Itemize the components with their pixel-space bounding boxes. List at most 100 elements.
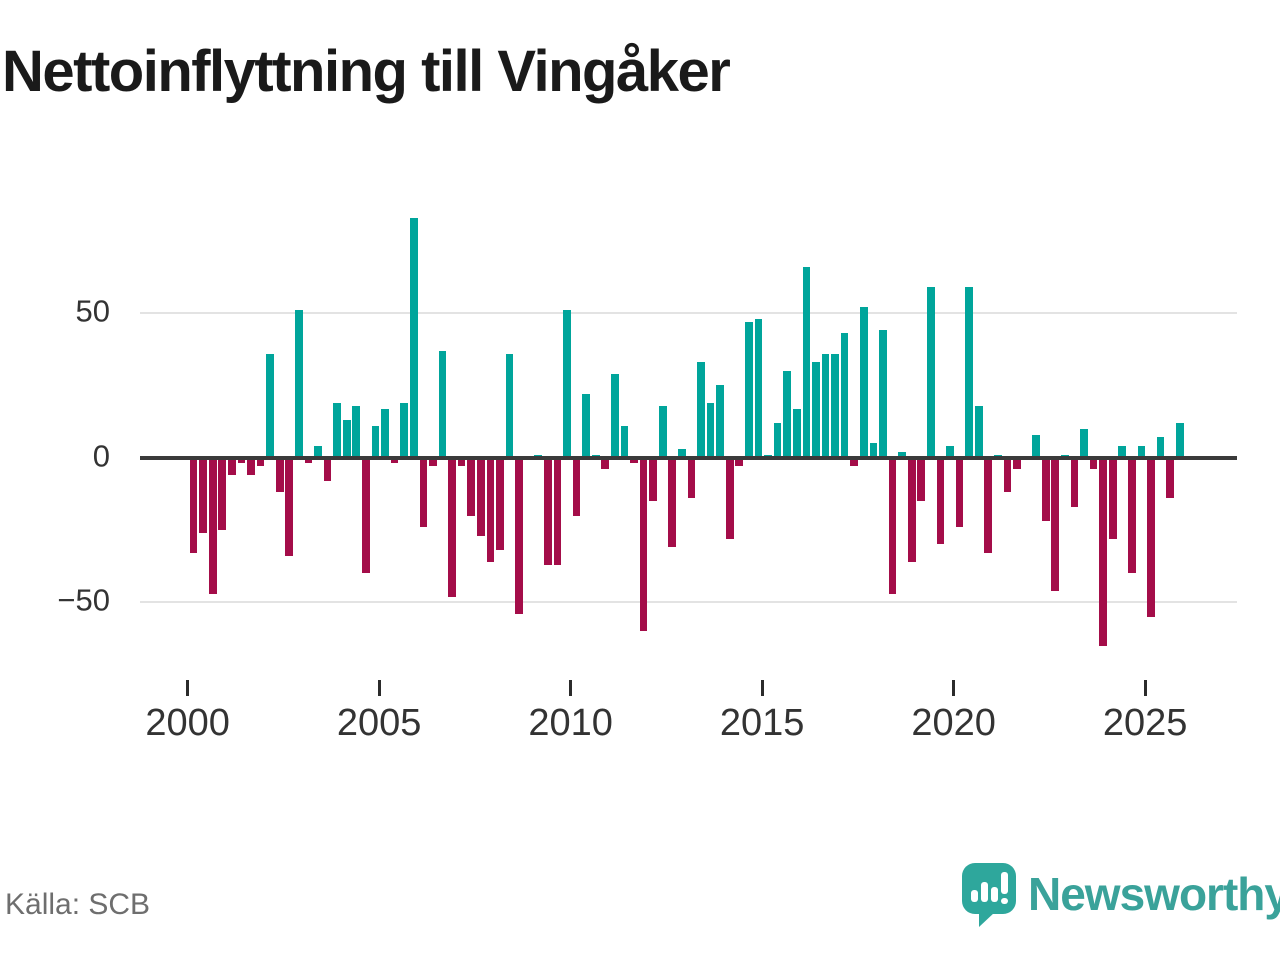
bar-2009Q3 — [553, 457, 562, 565]
bar-2022Q3 — [1051, 457, 1060, 591]
logo-exclamation-stem — [1001, 872, 1008, 894]
bar-2018Q3 — [898, 451, 906, 458]
bar-2009Q2 — [543, 457, 552, 565]
bar-2010Q1 — [572, 457, 581, 516]
bar-2019Q1 — [917, 457, 926, 502]
x-axis-tick-2015 — [760, 680, 764, 696]
bar-2000Q1 — [189, 457, 198, 554]
x-axis-tick-2025 — [1143, 680, 1147, 696]
bar-2018Q4 — [907, 457, 916, 562]
bar-2004Q4 — [371, 425, 380, 458]
bar-2013Q1 — [687, 457, 696, 499]
bar-2006Q3 — [438, 350, 447, 458]
bar-2006Q1 — [419, 457, 428, 528]
bar-2004Q2 — [352, 405, 361, 458]
bar-2016Q4 — [831, 353, 839, 458]
bar-2000Q2 — [199, 457, 207, 533]
bar-2014Q2 — [735, 457, 744, 467]
logo-bubble-tail — [979, 912, 995, 927]
bar-2018Q1 — [879, 330, 887, 458]
bar-2020Q1 — [955, 457, 964, 528]
bar-2013Q4 — [716, 385, 724, 458]
logo-bar-tall — [981, 882, 988, 902]
bar-2021Q2 — [1003, 457, 1012, 493]
x-axis-label-2010: 2010 — [528, 702, 613, 744]
newsworthy-bubble-chart-icon — [962, 863, 1017, 927]
bar-2005Q3 — [400, 402, 409, 458]
x-axis-label-2025: 2025 — [1102, 702, 1188, 744]
bar-2010Q2 — [582, 394, 590, 458]
y-axis-label-50: 50 — [75, 293, 110, 329]
x-axis-tick-2010 — [569, 680, 573, 696]
bar-2007Q1 — [457, 457, 466, 467]
bar-2012Q1 — [649, 457, 657, 502]
gridline--50 — [140, 601, 1237, 604]
bar-2022Q2 — [1041, 457, 1050, 522]
bar-2001Q3 — [247, 457, 255, 476]
bar-2006Q4 — [448, 457, 456, 597]
bar-2019Q4 — [946, 446, 954, 458]
logo-exclamation-dot — [1001, 898, 1008, 904]
x-axis-tick-2005 — [377, 680, 381, 696]
bar-2001Q1 — [228, 457, 236, 476]
bar-2007Q2 — [467, 457, 476, 516]
bar-2010Q4 — [601, 457, 610, 470]
bar-2014Q3 — [745, 321, 753, 458]
bar-2002Q1 — [266, 353, 274, 458]
bar-2003Q4 — [333, 402, 341, 458]
bar-2025Q4 — [1175, 422, 1184, 458]
bar-2023Q2 — [1080, 428, 1088, 458]
bar-2018Q2 — [888, 457, 897, 594]
bar-2025Q3 — [1166, 457, 1175, 499]
bar-2017Q3 — [859, 307, 868, 458]
bar-2008Q2 — [505, 353, 514, 458]
x-axis-label-2020: 2020 — [911, 702, 996, 744]
bar-2007Q3 — [476, 457, 485, 536]
bar-2016Q2 — [812, 362, 820, 458]
bar-2001Q4 — [256, 457, 265, 467]
bar-2015Q3 — [783, 370, 792, 458]
bar-2016Q1 — [802, 266, 811, 458]
bar-2024Q2 — [1118, 446, 1127, 458]
y-axis-label-0: 0 — [92, 438, 110, 474]
bar-2003Q2 — [314, 446, 322, 458]
bar-2000Q4 — [218, 457, 227, 530]
bar-2003Q3 — [323, 457, 332, 481]
bar-2015Q2 — [773, 422, 782, 458]
bar-2007Q4 — [486, 457, 495, 562]
bar-2002Q3 — [285, 457, 294, 557]
bar-2008Q3 — [515, 457, 523, 614]
bar-2011Q1 — [611, 373, 619, 458]
gridline-50 — [140, 312, 1237, 315]
bar-2001Q2 — [237, 457, 246, 464]
bar-2012Q3 — [668, 457, 677, 548]
x-axis-label-2005: 2005 — [336, 702, 422, 744]
bar-2022Q1 — [1032, 434, 1040, 458]
bar-2002Q4 — [295, 310, 303, 458]
logo-bar-small — [971, 890, 978, 902]
bar-2005Q4 — [409, 217, 418, 458]
bar-2013Q2 — [697, 362, 705, 458]
bar-2016Q3 — [821, 353, 830, 458]
bar-2005Q1 — [381, 408, 389, 458]
bar-2020Q2 — [965, 287, 973, 458]
bar-2006Q2 — [429, 457, 437, 467]
bar-2005Q2 — [390, 457, 399, 464]
bar-2011Q4 — [639, 457, 648, 632]
bar-2017Q2 — [850, 457, 859, 467]
newsworthy-logo: Newsworthy — [962, 861, 1280, 931]
bar-2011Q3 — [630, 457, 638, 464]
bar-2023Q1 — [1070, 457, 1079, 507]
x-axis-label-2000: 2000 — [145, 702, 230, 744]
bar-2021Q3 — [1013, 457, 1021, 470]
bar-2017Q4 — [869, 443, 878, 458]
bar-2015Q4 — [792, 408, 801, 458]
bar-2012Q2 — [658, 405, 667, 458]
bar-2012Q4 — [678, 449, 686, 458]
bar-2000Q3 — [208, 457, 217, 594]
chart-title: Nettoinflyttning till Vingåker — [2, 39, 731, 104]
x-axis-tick-2020 — [952, 680, 956, 696]
bar-2003Q1 — [304, 457, 313, 464]
x-axis-tick-2000 — [186, 680, 190, 696]
